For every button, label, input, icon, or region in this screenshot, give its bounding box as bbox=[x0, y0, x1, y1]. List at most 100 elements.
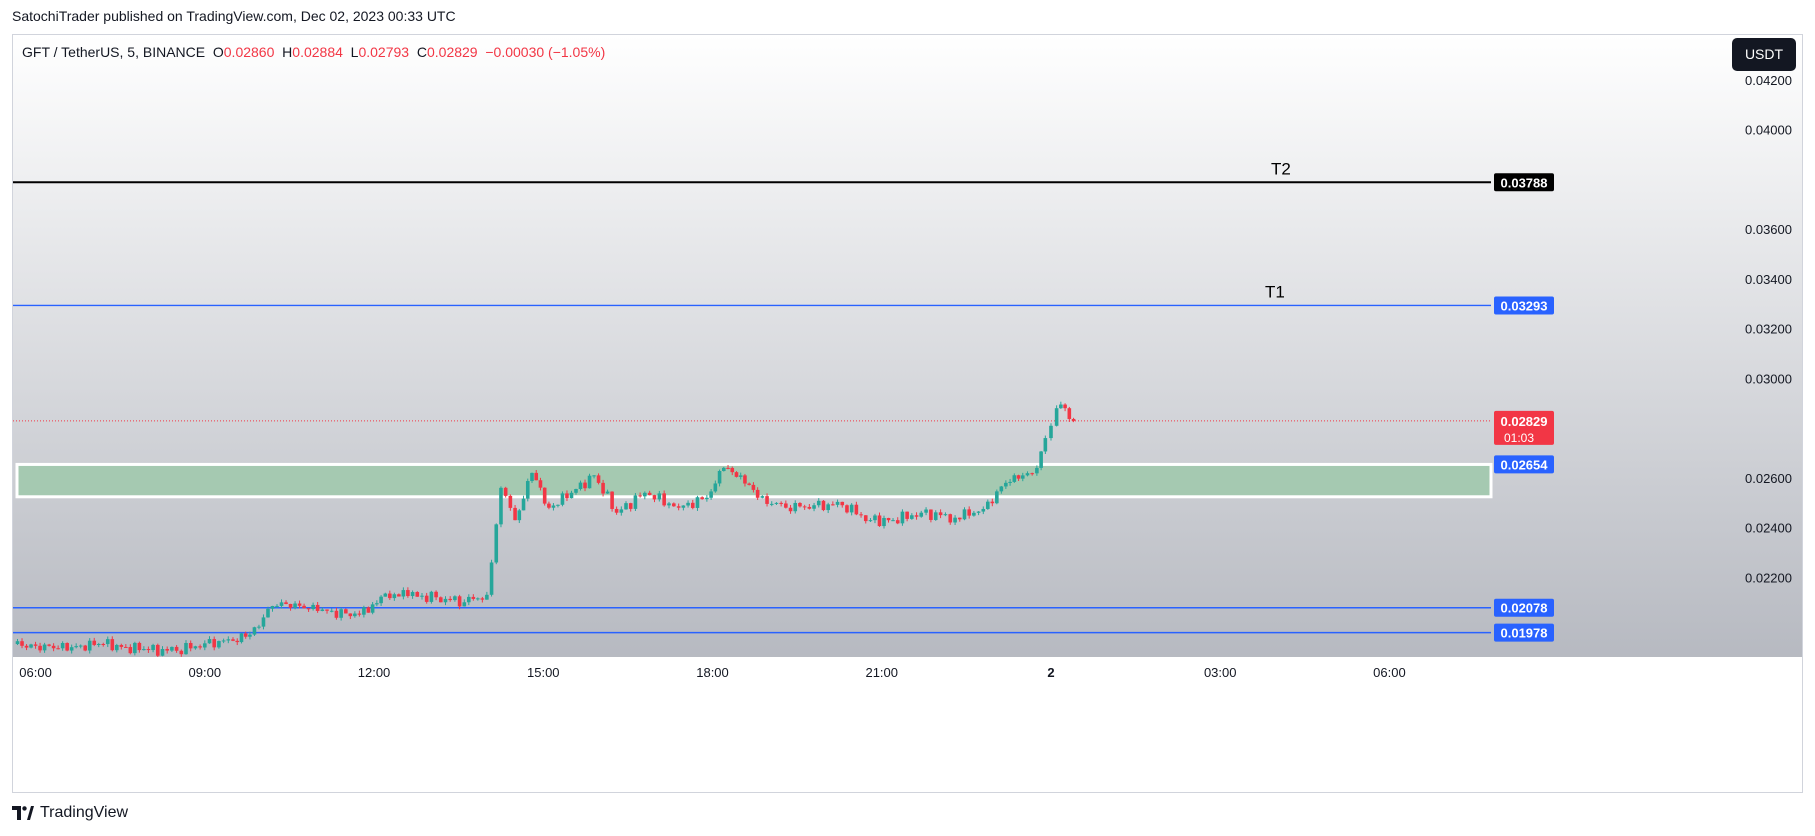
candle[interactable] bbox=[261, 614, 266, 630]
candle[interactable] bbox=[320, 607, 325, 612]
candle[interactable] bbox=[392, 592, 397, 601]
candle[interactable] bbox=[534, 469, 539, 481]
candle[interactable] bbox=[747, 482, 751, 486]
candle[interactable] bbox=[802, 504, 807, 510]
candle[interactable] bbox=[284, 600, 288, 605]
candle[interactable] bbox=[24, 644, 29, 651]
candle[interactable] bbox=[840, 501, 845, 508]
candle[interactable] bbox=[293, 601, 297, 610]
candle[interactable] bbox=[690, 499, 695, 510]
candle[interactable] bbox=[873, 513, 877, 524]
candle[interactable] bbox=[78, 644, 83, 649]
candle[interactable] bbox=[1071, 417, 1076, 423]
candle[interactable] bbox=[967, 506, 971, 519]
candle[interactable] bbox=[972, 510, 976, 517]
price-chart[interactable]: T2 T1 0.04200 0.04000 0.03600 0.03400 0.03200 0… bbox=[13, 35, 1802, 792]
candle[interactable] bbox=[643, 491, 647, 500]
candle[interactable] bbox=[311, 602, 315, 611]
candle[interactable] bbox=[1039, 450, 1043, 471]
candle[interactable] bbox=[128, 644, 133, 655]
candle[interactable] bbox=[929, 509, 933, 523]
candle[interactable] bbox=[179, 649, 184, 657]
candle[interactable] bbox=[610, 491, 614, 512]
candle[interactable] bbox=[406, 587, 410, 598]
candle[interactable] bbox=[83, 644, 88, 652]
candle[interactable] bbox=[56, 645, 60, 650]
candle[interactable] bbox=[700, 496, 704, 500]
candle[interactable] bbox=[905, 511, 909, 522]
candle[interactable] bbox=[886, 517, 891, 523]
candle[interactable] bbox=[662, 490, 666, 507]
candle[interactable] bbox=[499, 486, 503, 528]
candle[interactable] bbox=[619, 506, 624, 516]
candle[interactable] bbox=[270, 605, 275, 612]
candle[interactable] bbox=[868, 518, 873, 523]
candle[interactable] bbox=[769, 501, 774, 507]
candle[interactable] bbox=[170, 646, 174, 652]
candle[interactable] bbox=[101, 642, 106, 647]
candle[interactable] bbox=[207, 636, 212, 644]
candle[interactable] bbox=[638, 492, 642, 498]
candle[interactable] bbox=[560, 491, 565, 507]
footer-brand[interactable]: TradingView bbox=[12, 804, 128, 822]
candle[interactable] bbox=[705, 495, 709, 502]
candle[interactable] bbox=[826, 502, 830, 514]
candle[interactable] bbox=[266, 606, 270, 618]
candle[interactable] bbox=[397, 593, 401, 597]
candle[interactable] bbox=[962, 507, 967, 521]
candle[interactable] bbox=[891, 518, 895, 522]
candle[interactable] bbox=[252, 626, 257, 636]
candle[interactable] bbox=[859, 512, 863, 518]
candle[interactable] bbox=[556, 504, 560, 508]
candle[interactable] bbox=[676, 503, 681, 511]
candle[interactable] bbox=[717, 469, 722, 487]
candle[interactable] bbox=[462, 599, 467, 607]
candle[interactable] bbox=[503, 486, 508, 498]
candle[interactable] bbox=[751, 482, 756, 493]
candle[interactable] bbox=[15, 638, 20, 646]
candle[interactable] bbox=[92, 637, 97, 647]
candle[interactable] bbox=[114, 643, 119, 653]
candle[interactable] bbox=[38, 642, 42, 653]
candle[interactable] bbox=[721, 466, 726, 472]
candle[interactable] bbox=[614, 506, 619, 515]
candle[interactable] bbox=[448, 596, 452, 602]
time-axis-area[interactable] bbox=[13, 657, 1802, 688]
candle[interactable] bbox=[681, 505, 686, 511]
candle[interactable] bbox=[438, 596, 443, 603]
candle[interactable] bbox=[60, 641, 65, 651]
candle[interactable] bbox=[142, 646, 146, 651]
candle[interactable] bbox=[339, 607, 343, 621]
candle[interactable] bbox=[1049, 423, 1053, 441]
candle[interactable] bbox=[375, 600, 379, 607]
candle[interactable] bbox=[730, 466, 735, 476]
candle[interactable] bbox=[845, 504, 849, 514]
candle[interactable] bbox=[508, 494, 513, 511]
candle[interactable] bbox=[551, 503, 556, 511]
candle[interactable] bbox=[33, 641, 38, 649]
candle[interactable] bbox=[1012, 473, 1017, 483]
candle[interactable] bbox=[953, 515, 957, 525]
candle[interactable] bbox=[325, 609, 329, 614]
candle[interactable] bbox=[235, 638, 240, 646]
candle[interactable] bbox=[587, 473, 592, 489]
candle[interactable] bbox=[583, 479, 587, 492]
candle[interactable] bbox=[517, 508, 522, 524]
candle[interactable] bbox=[424, 592, 429, 604]
candle[interactable] bbox=[1004, 480, 1008, 489]
candle[interactable] bbox=[633, 492, 638, 511]
candle[interactable] bbox=[420, 592, 424, 600]
candle[interactable] bbox=[248, 631, 252, 640]
candle[interactable] bbox=[743, 473, 747, 487]
candle[interactable] bbox=[628, 502, 633, 512]
candle[interactable] bbox=[480, 596, 485, 603]
candle[interactable] bbox=[243, 631, 248, 639]
candle[interactable] bbox=[410, 590, 415, 599]
candle[interactable] bbox=[624, 501, 628, 510]
candle[interactable] bbox=[547, 501, 551, 510]
candle[interactable] bbox=[726, 465, 730, 470]
candle[interactable] bbox=[279, 599, 284, 609]
candle[interactable] bbox=[877, 512, 882, 527]
candle[interactable] bbox=[65, 642, 69, 652]
candle[interactable] bbox=[429, 590, 434, 604]
